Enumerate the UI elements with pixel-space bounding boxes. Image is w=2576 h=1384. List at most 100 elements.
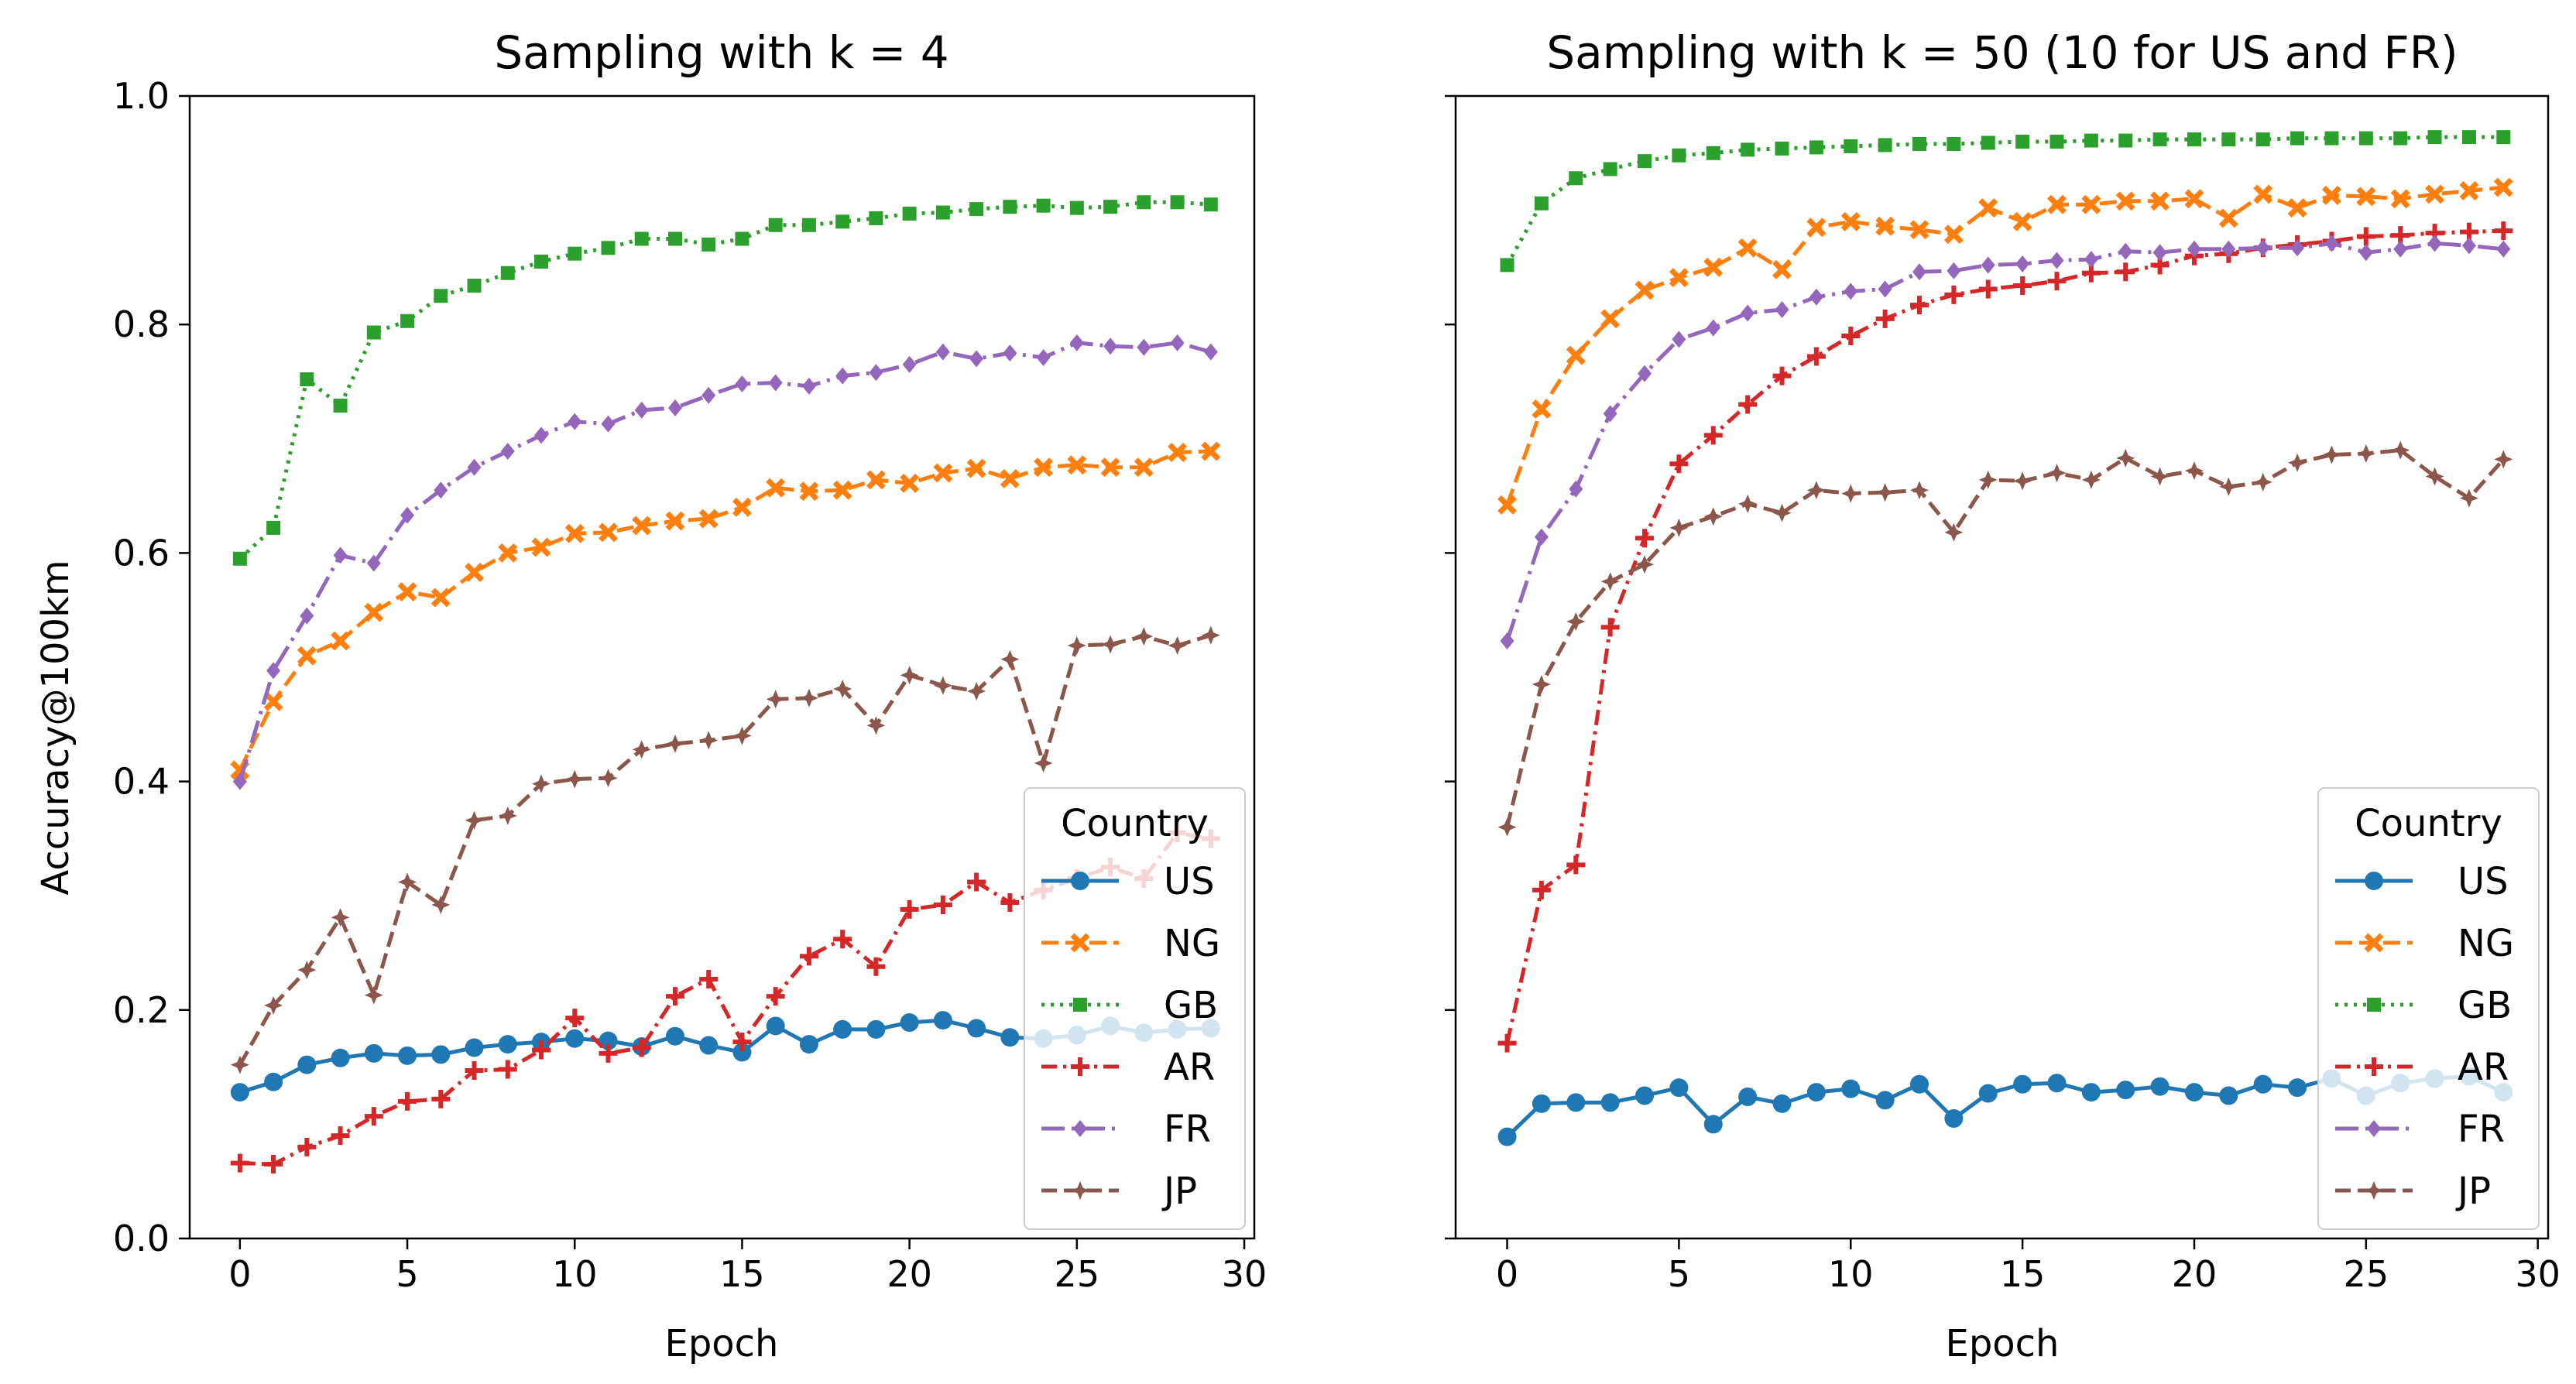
right-data-point-ar xyxy=(1738,395,1758,414)
right-data-point-fr xyxy=(2015,255,2030,272)
right-legend-label-fr: FR xyxy=(2458,1108,2505,1151)
left-data-point-ng xyxy=(1100,457,1120,478)
left-data-point-fr xyxy=(232,773,247,790)
right-data-point-ar xyxy=(1669,454,1689,474)
left-data-point-us xyxy=(967,1019,986,1038)
right-data-point-ng xyxy=(1875,216,1895,236)
left-data-point-fr xyxy=(266,662,281,680)
left-data-point-ng xyxy=(832,480,852,500)
left-x-tick-label: 5 xyxy=(396,1253,418,1295)
right-data-point-us xyxy=(2013,1074,2032,1094)
left-data-point-jp xyxy=(766,690,785,709)
right-data-point-us xyxy=(1600,1093,1620,1112)
left-y-tick-label: 0.8 xyxy=(113,303,170,345)
right-data-point-fr xyxy=(2324,235,2339,252)
right-chart-title: Sampling with k = 50 (10 for US and FR) xyxy=(1546,26,2458,79)
left-data-point-gb xyxy=(1036,198,1051,213)
left-data-point-fr xyxy=(500,443,515,461)
right-data-point-fr xyxy=(1809,288,1823,306)
right-data-point-ng xyxy=(1497,495,1518,515)
right-data-point-ar xyxy=(1635,529,1655,548)
left-series-line-gb xyxy=(238,200,1211,560)
right-data-point-fr xyxy=(2152,244,2167,262)
right-data-point-fr xyxy=(2255,239,2270,257)
left-data-point-jp xyxy=(364,985,383,1005)
left-data-point-ng xyxy=(1000,468,1020,488)
right-data-point-ar xyxy=(2356,227,2375,246)
right-x-tick-label: 10 xyxy=(1828,1253,1874,1295)
right-data-point-gb xyxy=(1809,140,1823,155)
left-data-point-us xyxy=(431,1045,451,1064)
left-data-point-ar xyxy=(331,1126,350,1146)
left-data-point-ng xyxy=(1134,457,1154,478)
left-data-point-fr xyxy=(366,554,381,572)
left-data-point-fr xyxy=(902,355,917,373)
left-data-point-ar xyxy=(1000,893,1020,913)
right-data-point-ng xyxy=(2047,194,2067,214)
right-data-point-jp xyxy=(2288,453,2307,472)
left-data-point-gb xyxy=(801,218,816,232)
left-legend-label-gb: GB xyxy=(1164,984,1218,1027)
right-data-point-us xyxy=(1703,1115,1723,1134)
left-data-point-gb xyxy=(902,207,917,221)
right-data-point-ng xyxy=(1840,211,1861,231)
left-legend: Country US NG GB AR FR JP xyxy=(1024,787,1246,1230)
left-data-point-jp xyxy=(1134,627,1154,646)
right-data-point-ng xyxy=(1737,238,1758,258)
left-data-point-fr xyxy=(869,364,883,382)
right-data-point-fr xyxy=(2393,240,2408,258)
right-data-point-ar xyxy=(1806,347,1826,366)
right-data-point-fr xyxy=(1775,301,1789,319)
right-data-point-fr xyxy=(1500,632,1514,650)
right-data-point-gb xyxy=(2496,130,2511,145)
left-series-line-jp xyxy=(238,633,1212,1066)
left-data-point-fr xyxy=(568,413,582,430)
right-series-ng xyxy=(1497,177,2513,515)
left-data-point-fr xyxy=(701,386,716,404)
left-data-point-us xyxy=(565,1029,585,1048)
left-data-point-ng xyxy=(599,522,618,543)
right-data-point-ar xyxy=(1703,426,1723,445)
left-data-point-us xyxy=(866,1019,886,1039)
right-data-point-ng xyxy=(2218,208,2238,228)
left-axes-frame xyxy=(188,94,1256,1240)
left-data-point-fr xyxy=(467,458,482,476)
left-data-point-jp xyxy=(230,1055,249,1074)
right-data-point-fr xyxy=(1638,365,1652,382)
left-series-jp xyxy=(230,625,1220,1074)
left-data-point-ng xyxy=(430,588,451,608)
left-data-point-gb xyxy=(568,246,582,261)
left-legend-label-ar: AR xyxy=(1164,1046,1215,1089)
right-data-point-fr xyxy=(2290,239,2305,257)
left-x-tick-label: 20 xyxy=(887,1253,932,1295)
right-data-point-fr xyxy=(2187,240,2201,258)
right-legend-label-gb: GB xyxy=(2458,984,2512,1027)
left-data-point-jp xyxy=(699,731,719,750)
right-data-point-ar xyxy=(1978,279,1998,299)
right-data-point-gb xyxy=(2393,131,2408,146)
right-data-point-us xyxy=(2116,1081,2135,1100)
left-series-line-ar xyxy=(239,831,1212,1166)
right-data-point-ng xyxy=(1566,345,1586,365)
left-data-point-gb xyxy=(534,255,549,269)
left-data-point-ng xyxy=(698,509,719,529)
right-legend-marker-jp xyxy=(2365,1181,2383,1200)
right-series-line-ar xyxy=(1505,228,2504,1044)
left-data-point-ar xyxy=(833,930,852,949)
right-data-point-gb xyxy=(2187,132,2201,147)
right-x-tick-label: 20 xyxy=(2172,1253,2218,1295)
left-data-point-gb xyxy=(969,202,984,217)
left-data-point-ng xyxy=(397,582,417,602)
left-data-point-jp xyxy=(599,769,618,788)
left-data-point-jp xyxy=(532,774,551,793)
right-data-point-fr xyxy=(1947,262,1961,279)
left-data-point-gb xyxy=(1137,195,1151,210)
right-data-point-ng xyxy=(2287,198,2307,218)
left-legend-marker-gb xyxy=(1073,998,1087,1012)
right-data-point-jp xyxy=(1806,481,1826,500)
left-data-point-jp xyxy=(1168,636,1187,655)
right-series-line-fr xyxy=(1505,241,2504,642)
left-data-point-ar xyxy=(732,1033,752,1052)
left-data-point-ng xyxy=(331,631,351,651)
left-data-point-fr xyxy=(768,374,783,392)
